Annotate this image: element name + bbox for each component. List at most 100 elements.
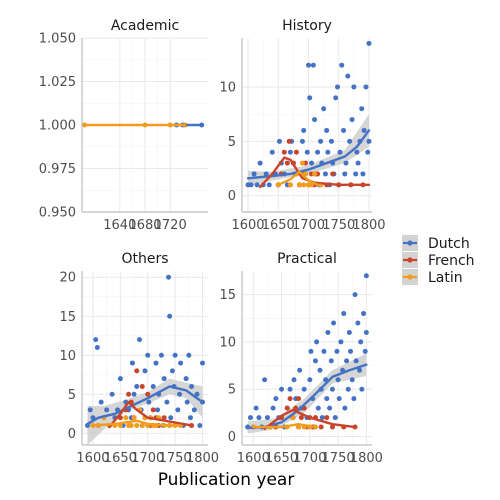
point-dutch: [329, 386, 335, 392]
y-tick-label: 0: [68, 427, 76, 442]
y-tick-label: 10: [219, 80, 236, 95]
point-dutch: [200, 360, 206, 366]
point-dutch: [314, 339, 320, 345]
point-dutch: [351, 396, 357, 402]
x-tick-label: 1600: [231, 218, 264, 233]
point-dutch: [257, 160, 263, 166]
point-latin: [296, 424, 302, 430]
point-french: [318, 424, 324, 430]
point-dutch: [134, 383, 140, 389]
point-french: [284, 405, 290, 411]
point-dutch: [254, 182, 260, 188]
point-latin: [128, 422, 134, 428]
x-tick-label: 1680: [128, 218, 161, 233]
point-dutch: [321, 106, 327, 112]
confidence-band-dutch: [247, 353, 367, 434]
point-dutch: [355, 320, 361, 326]
point-dutch: [324, 127, 330, 133]
point-latin: [139, 422, 145, 428]
point-dutch: [319, 415, 325, 421]
y-tick-label: 15: [59, 310, 76, 325]
point-dutch: [336, 396, 342, 402]
x-tick-label: 1600: [76, 451, 109, 466]
panels-group: Academic 0.950 0.975 1.000 1.025 1.050 1640168…: [39, 18, 386, 466]
point-dutch: [307, 377, 313, 383]
point-dutch: [137, 337, 143, 343]
point-dutch: [269, 149, 275, 155]
point-french: [293, 405, 299, 411]
point-dutch: [256, 415, 262, 421]
y-tick-label: 0.975: [39, 162, 76, 177]
y-tick-label: 1.050: [39, 32, 76, 47]
point-dutch: [297, 367, 303, 373]
point-latin: [131, 415, 137, 421]
x-tick-label: 1650: [265, 451, 298, 466]
point-dutch: [177, 391, 183, 397]
point-dutch: [270, 405, 276, 411]
point-dutch: [321, 348, 327, 354]
point-dutch: [158, 352, 164, 358]
point-french: [134, 368, 140, 374]
point-dutch: [360, 171, 366, 177]
x-tick-label: 1700: [292, 218, 325, 233]
point-dutch: [266, 182, 272, 188]
point-dutch: [194, 391, 200, 397]
point-dutch: [341, 127, 347, 133]
point-dutch: [322, 171, 328, 177]
point-dutch: [312, 117, 318, 123]
point-dutch: [351, 84, 357, 90]
y-tick-label: 0.950: [39, 206, 76, 221]
point-dutch: [363, 84, 369, 90]
point-dutch: [346, 329, 352, 335]
point-dutch: [307, 95, 313, 101]
y-tick-label: 5: [228, 135, 236, 150]
y-tick-label: 0: [228, 189, 236, 204]
point-french: [145, 391, 151, 397]
point-dutch: [353, 171, 359, 177]
point-dutch: [312, 358, 318, 364]
point-dutch: [333, 95, 339, 101]
point-latin: [299, 160, 305, 166]
point-dutch: [355, 160, 361, 166]
x-tick-label: 1650: [104, 451, 137, 466]
x-tick-label: 1750: [322, 451, 355, 466]
y-tick-label: 1.000: [39, 119, 76, 134]
x-tick-label: 1700: [131, 451, 164, 466]
point-french: [150, 407, 156, 413]
point-dutch: [273, 396, 279, 402]
point-dutch: [301, 386, 307, 392]
point-latin: [312, 171, 318, 177]
point-dutch: [347, 138, 353, 144]
point-dutch: [325, 149, 331, 155]
point-dutch: [359, 386, 365, 392]
point-latin: [134, 422, 140, 428]
point-dutch: [253, 405, 259, 411]
x-tick-label: 1800: [352, 218, 385, 233]
point-dutch: [363, 273, 369, 279]
point-dutch: [342, 171, 348, 177]
point-dutch: [358, 339, 364, 345]
point-dutch: [117, 376, 123, 382]
point-latin: [123, 415, 129, 421]
point-french: [324, 415, 330, 421]
point-dutch: [348, 348, 354, 354]
trend-line-french: [108, 400, 193, 429]
panel-title: Practical: [277, 251, 337, 267]
point-dutch: [175, 407, 181, 413]
point-dutch: [361, 311, 367, 317]
point-dutch: [309, 160, 315, 166]
trend-line-latin: [252, 422, 317, 429]
point-french: [161, 415, 167, 421]
point-dutch: [153, 360, 159, 366]
x-tick-label: 1800: [186, 451, 219, 466]
point-dutch: [337, 149, 343, 155]
y-tick-label: 1.025: [39, 75, 76, 90]
point-dutch: [349, 117, 355, 123]
point-dutch: [362, 348, 368, 354]
point-dutch: [251, 171, 257, 177]
x-tick-label: 1650: [262, 218, 295, 233]
point-dutch: [325, 329, 331, 335]
point-latin: [296, 182, 302, 188]
